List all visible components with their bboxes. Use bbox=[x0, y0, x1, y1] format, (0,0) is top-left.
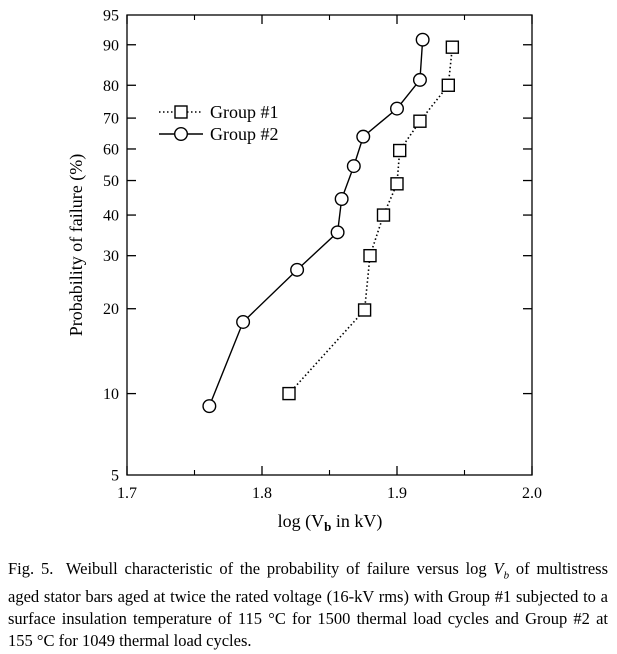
circle-point bbox=[390, 101, 405, 116]
plot-area-frame bbox=[126, 14, 533, 476]
caption-text-2: of multistress aged stator bars aged at … bbox=[8, 559, 609, 651]
square-point bbox=[413, 114, 427, 128]
x-tick-label: 1.7 bbox=[117, 485, 137, 502]
square-point bbox=[390, 177, 404, 191]
caption-variable: V bbox=[493, 559, 504, 578]
x-axis-title: log (Vb in kV) bbox=[278, 511, 383, 534]
circle-point bbox=[346, 159, 361, 174]
circle-point bbox=[202, 399, 217, 414]
caption-text-1: Weibull characteristic of the probabilit… bbox=[65, 559, 494, 578]
x-tick-label: 2.0 bbox=[522, 485, 542, 502]
legend-label: Group #2 bbox=[210, 124, 279, 144]
y-tick-label: 80 bbox=[103, 78, 119, 95]
square-point bbox=[376, 208, 391, 222]
circle-point bbox=[290, 262, 305, 277]
caption-label: Fig. 5. bbox=[8, 559, 54, 578]
square-point bbox=[282, 386, 296, 401]
square-point bbox=[441, 78, 455, 92]
y-tick-label: 30 bbox=[103, 248, 119, 265]
square-point bbox=[357, 303, 372, 317]
circle-point bbox=[415, 32, 430, 47]
y-axis-title: Probability of failure (%) bbox=[66, 154, 87, 336]
square-point bbox=[445, 40, 460, 54]
y-tick-label: 20 bbox=[103, 301, 119, 318]
legend-label: Group #1 bbox=[210, 102, 279, 122]
y-tick-label: 50 bbox=[103, 173, 119, 190]
figure-caption: Fig. 5. Weibull characteristic of the pr… bbox=[8, 558, 608, 652]
series-lines bbox=[208, 39, 454, 407]
y-tick-label: 70 bbox=[103, 111, 119, 128]
circle-point bbox=[236, 314, 251, 329]
series-markers bbox=[202, 32, 460, 414]
circle-point bbox=[412, 72, 427, 87]
x-tick-label: 1.9 bbox=[387, 485, 407, 502]
square-point bbox=[363, 248, 377, 263]
circle-point bbox=[356, 129, 371, 144]
square-point bbox=[393, 143, 407, 158]
y-tick-label: 90 bbox=[103, 37, 119, 54]
circle-point bbox=[334, 191, 349, 206]
y-tick-label: 40 bbox=[103, 208, 119, 225]
y-tick-label: 10 bbox=[103, 386, 119, 403]
series-line bbox=[288, 47, 454, 395]
legend-circle-marker bbox=[173, 126, 188, 141]
axis-ticks: 1.7 1.8 1.9 2.0 5 10 20 30 40 50 60 70 80 90 95 bbox=[103, 8, 542, 503]
y-tick-label: 60 bbox=[103, 141, 119, 158]
circle-point bbox=[330, 225, 345, 240]
y-tick-label: 5 bbox=[111, 468, 119, 485]
y-tick-label: 95 bbox=[103, 8, 119, 25]
legend-square-marker bbox=[174, 105, 188, 119]
series-line bbox=[208, 39, 424, 407]
weibull-chart: 1.7 1.8 1.9 2.0 5 10 20 30 40 50 60 70 80 90 95 Group … bbox=[66, 8, 542, 535]
x-tick-label: 1.8 bbox=[252, 485, 272, 502]
caption-variable-sub: b bbox=[503, 569, 510, 582]
